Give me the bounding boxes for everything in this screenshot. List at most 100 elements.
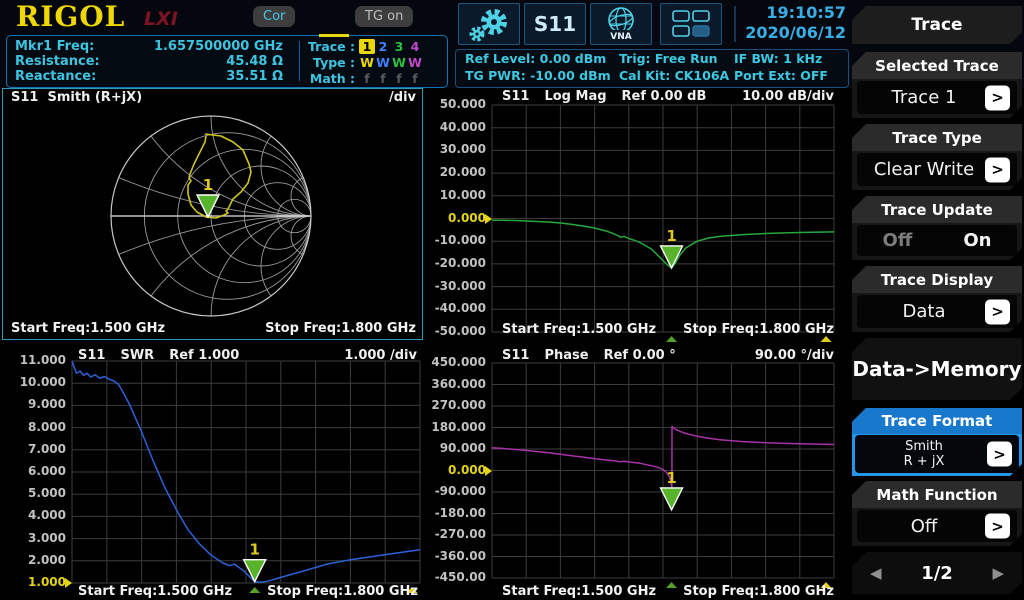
smith-chart: 1 <box>110 115 312 317</box>
header-bar: RIGOL LXI Cor TG on S11 VNA <box>0 0 1024 88</box>
chevron-right-icon: > <box>985 514 1010 539</box>
y-axis-tick: 5.000 <box>28 486 66 501</box>
marker-box-divider <box>299 41 300 81</box>
logmag-chart-panel[interactable]: 1 S11 Log Mag Ref 0.00 dB 10.00 dB/div Sta… <box>425 88 848 345</box>
svg-text:1: 1 <box>203 176 213 194</box>
vna-mode-button[interactable]: VNA <box>590 3 652 45</box>
svg-text:1: 1 <box>249 541 259 559</box>
sidebar-item-math-function[interactable]: Math Function Off > <box>852 481 1022 546</box>
trace-type-value: Clear Write <box>873 159 975 180</box>
smith-freq-row: Start Freq:1.500 GHz Stop Freq:1.800 GHz <box>11 321 416 336</box>
sidebar-item-trace-type[interactable]: Trace Type Clear Write > <box>852 124 1022 190</box>
clock: 19:10:57 2020/06/12 <box>742 3 846 43</box>
trace-update-on[interactable]: On <box>963 230 992 251</box>
sidebar-item-trace-format[interactable]: Trace Format Smith R + jX > <box>852 408 1022 476</box>
window-layout-button[interactable] <box>660 3 722 45</box>
trace-display-value: Data <box>902 301 946 322</box>
trace-update-label: Trace Update <box>852 196 1022 223</box>
swr-chart-panel[interactable]: 1 S11 SWR Ref 1.000 1.000 /div Start Freq:… <box>0 345 425 600</box>
system-settings-button[interactable] <box>458 3 520 45</box>
ref-level-arrow-icon <box>485 213 492 224</box>
time-text: 19:10:57 <box>766 3 846 22</box>
y-axis-tick: 10.000 <box>19 375 66 390</box>
stop-freq-label: Stop Freq:1.800 GHz <box>683 322 834 337</box>
trace-format-value-line1: Smith <box>905 439 943 454</box>
trace-row-chip-4[interactable]: 4 <box>410 39 420 54</box>
math-row-chip-f: f <box>364 71 370 86</box>
reactance-label: Reactance: <box>15 69 97 84</box>
page-next-icon[interactable]: ▶ <box>992 564 1004 582</box>
quad-window-icon <box>672 10 710 37</box>
smith-chart-panel[interactable]: 1 S11 Smith (R+jX) /div Start Freq:1.500… <box>2 88 423 340</box>
y-axis-tick: -10.000 <box>434 233 486 248</box>
resistance-label: Resistance: <box>15 54 100 69</box>
y-axis-tick: -20.000 <box>434 255 486 270</box>
y-axis-tick: 11.000 <box>19 353 66 367</box>
lxi-logo: LXI <box>144 8 178 30</box>
y-axis-tick: -30.000 <box>434 278 486 293</box>
y-axis-tick: 450.000 <box>431 355 486 369</box>
data-to-memory-button[interactable]: Data->Memory <box>852 338 1022 400</box>
rigol-logo: RIGOL <box>16 0 126 33</box>
start-freq-label: Start Freq:1.500 GHz <box>502 322 657 337</box>
resistance-row: Resistance: 45.48 Ω <box>15 54 283 69</box>
tracking-gen-status-button[interactable]: TG on <box>355 6 414 27</box>
page-prev-icon[interactable]: ◀ <box>870 564 882 582</box>
active-trace-tab-indicator <box>319 34 349 37</box>
svg-text:VNA: VNA <box>610 32 631 42</box>
trace-update-off[interactable]: Off <box>882 230 913 251</box>
ref-level-arrow-icon <box>485 465 492 476</box>
stop-freq-label: Stop Freq:1.800 GHz <box>267 584 418 599</box>
y-axis-tick: 9.000 <box>28 397 66 412</box>
status-info-box: Ref Level: 0.00 dBm TG PWR: -10.00 dBm T… <box>455 49 849 88</box>
y-axis-tick: -90.000 <box>434 484 486 498</box>
swr-chart: 1 <box>71 360 421 593</box>
sidebar-item-trace-update[interactable]: Trace Update Off On <box>852 196 1022 260</box>
swr-scale-label: 1.000 /div <box>344 348 417 363</box>
stop-freq-label: Stop Freq:1.800 GHz <box>265 321 416 336</box>
sidebar-menu-title: Trace <box>852 6 1022 44</box>
y-axis-tick: 20.000 <box>439 165 486 180</box>
gear-icon <box>469 9 507 42</box>
sidebar-item-selected-trace[interactable]: Selected Trace Trace 1 > <box>852 52 1022 118</box>
start-freq-label: Start Freq:1.500 GHz <box>11 321 166 336</box>
chevron-right-icon: > <box>985 299 1010 324</box>
y-axis-tick: 180.000 <box>431 419 486 434</box>
trace-display-label: Trace Display <box>852 266 1022 293</box>
type-row-chip-W: W <box>408 55 422 70</box>
trace-row-chip-2[interactable]: 2 <box>378 39 388 54</box>
trace-row-chip-1[interactable]: 1 <box>359 39 375 54</box>
status-col-ifbw: IF BW: 1 kHz Port Ext: OFF <box>734 51 828 83</box>
type-row-chip-W: W <box>392 55 406 70</box>
vna-globe-icon: VNA <box>608 7 634 42</box>
y-axis-tick: -40.000 <box>434 301 486 316</box>
smith-scale-label: /div <box>389 90 416 105</box>
trace-type-label: Trace Type <box>852 124 1022 151</box>
swr-title: S11 SWR Ref 1.000 <box>78 348 240 363</box>
y-axis-tick: -270.00 <box>434 527 486 541</box>
correction-status-button[interactable]: Cor <box>253 6 296 27</box>
y-axis-tick: 270.000 <box>431 398 486 412</box>
smith-title: S11 Smith (R+jX) <box>11 90 143 105</box>
date-text: 2020/06/12 <box>745 23 846 42</box>
y-axis-tick: 360.000 <box>431 376 486 391</box>
sidebar-item-trace-display[interactable]: Trace Display Data > <box>852 266 1022 332</box>
type-row-chip-W: W <box>376 55 390 70</box>
y-axis-tick: 30.000 <box>439 142 486 157</box>
start-freq-label: Start Freq:1.500 GHz <box>78 584 233 599</box>
measurement-select-button[interactable]: S11 <box>524 3 586 45</box>
sidebar-page-nav: ◀ 1/2 ▶ <box>852 552 1022 594</box>
y-axis-tick: 4.000 <box>28 508 66 523</box>
phase-freq-row: Start Freq:1.500 GHz Stop Freq:1.800 GHz <box>502 584 834 599</box>
phase-chart-panel[interactable]: 1 S11 Phase Ref 0.00 ° 90.00 °/div Start F… <box>425 345 848 600</box>
math-row-chip-f: f <box>412 71 418 86</box>
svg-text:1: 1 <box>666 227 676 245</box>
trace-row-chip-3[interactable]: 3 <box>394 39 404 54</box>
chevron-right-icon: > <box>987 442 1012 467</box>
phase-title: S11 Phase Ref 0.00 ° <box>502 348 676 363</box>
y-axis-tick: -180.00 <box>434 505 486 520</box>
ref-level-arrow-icon <box>65 578 72 588</box>
